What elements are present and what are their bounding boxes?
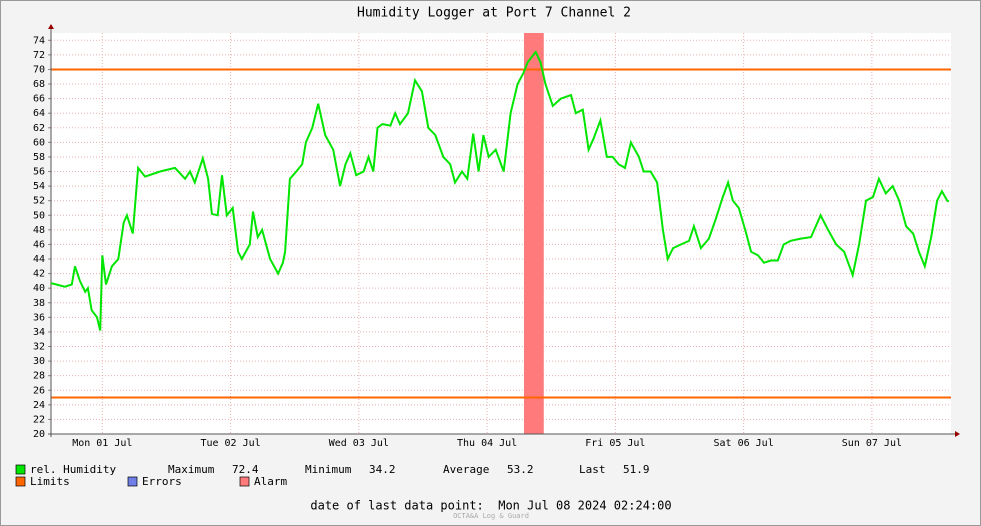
stat-value: 53.2 [507, 463, 534, 476]
stat-label: Maximum [168, 463, 215, 476]
x-tick-label: Thu 04 Jul [457, 438, 517, 449]
y-tick-label: 58 [33, 152, 45, 163]
y-tick-label: 68 [33, 79, 45, 90]
y-tick-label: 64 [33, 108, 45, 119]
y-tick-label: 28 [33, 371, 45, 382]
y-tick-label: 34 [33, 327, 45, 338]
x-tick-label: Sun 07 Jul [842, 438, 902, 449]
legend-swatch [127, 476, 138, 487]
axis-arrow [955, 431, 960, 437]
y-tick-label: 50 [33, 210, 45, 221]
y-tick-label: 54 [33, 181, 45, 192]
y-tick-label: 70 [33, 64, 45, 75]
y-tick-label: 72 [33, 50, 45, 61]
legend-swatch [15, 464, 26, 475]
x-tick-label: Tue 02 Jul [200, 438, 260, 449]
legend-swatch [15, 476, 26, 487]
legend-label: rel. Humidity [30, 463, 116, 476]
plot-area [51, 33, 951, 434]
y-tick-label: 38 [33, 298, 45, 309]
stat-value: 34.2 [369, 463, 396, 476]
footer: date of last data point: Mon Jul 08 2024… [310, 499, 671, 513]
x-tick-label: Wed 03 Jul [329, 438, 389, 449]
y-tick-label: 44 [33, 254, 45, 265]
y-tick-label: 20 [33, 429, 45, 440]
y-tick-label: 24 [33, 400, 45, 411]
x-tick-label: Sat 06 Jul [714, 438, 774, 449]
y-tick-label: 22 [33, 414, 45, 425]
y-tick-label: 26 [33, 385, 45, 396]
y-tick-label: 60 [33, 137, 45, 148]
stat-label: Last [579, 463, 606, 476]
stat-label: Average [443, 463, 489, 476]
legend-label: Limits [30, 475, 70, 488]
data-line [50, 50, 950, 331]
y-tick-label: 66 [33, 94, 45, 105]
y-tick-label: 56 [33, 167, 45, 178]
stat-value: 51.9 [623, 463, 650, 476]
y-tick-label: 62 [33, 123, 45, 134]
x-tick-label: Mon 01 Jul [72, 438, 132, 449]
legend-swatch [239, 476, 250, 487]
alarm-band [523, 33, 544, 434]
y-tick-label: 74 [33, 35, 45, 46]
axis-arrow [48, 24, 54, 29]
y-tick-label: 30 [33, 356, 45, 367]
y-tick-label: 52 [33, 196, 45, 207]
y-tick-label: 40 [33, 283, 45, 294]
stat-label: Minimum [305, 463, 352, 476]
y-tick-label: 36 [33, 312, 45, 323]
chart-title: Humidity Logger at Port 7 Channel 2 [357, 6, 631, 21]
y-tick-label: 32 [33, 342, 45, 353]
y-tick-label: 46 [33, 239, 45, 250]
y-tick-label: 48 [33, 225, 45, 236]
x-tick-label: Fri 05 Jul [585, 438, 645, 449]
legend-label: Errors [142, 475, 182, 488]
legend-label: Alarm [254, 475, 287, 488]
y-tick-label: 42 [33, 269, 45, 280]
stat-value: 72.4 [232, 463, 259, 476]
watermark: OCTA&A Log & Guard [453, 512, 529, 520]
